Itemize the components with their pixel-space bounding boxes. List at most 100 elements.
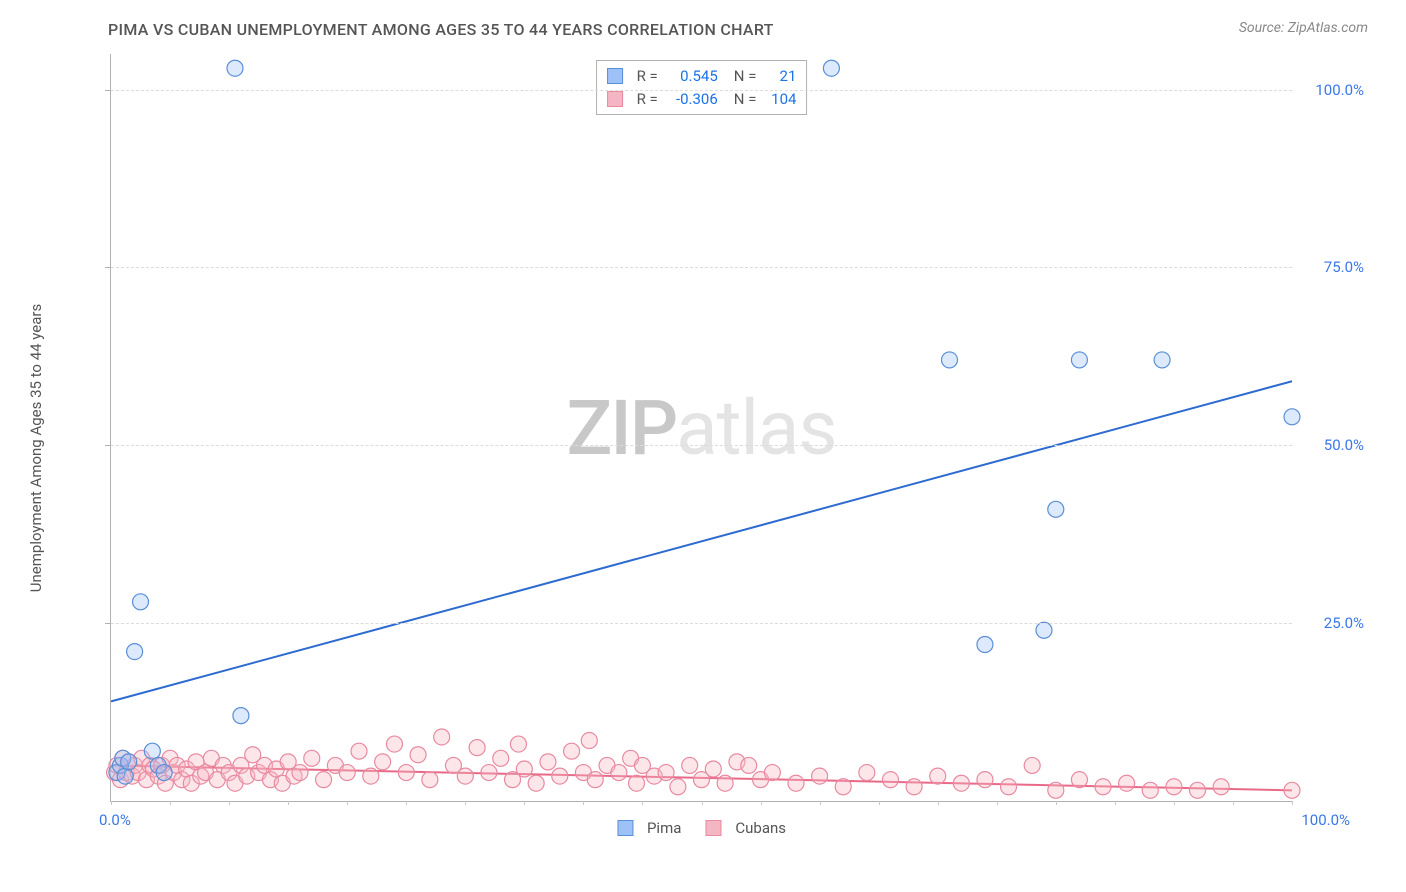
data-point-pima bbox=[144, 743, 160, 759]
legend-label-pima: Pima bbox=[647, 819, 681, 837]
data-point-pima bbox=[1036, 622, 1052, 638]
y-tick bbox=[105, 90, 111, 91]
data-point-cubans bbox=[1284, 782, 1300, 798]
data-point-cubans bbox=[540, 754, 556, 770]
source-attribution: Source: ZipAtlas.com bbox=[1239, 20, 1368, 36]
chart-title: PIMA VS CUBAN UNEMPLOYMENT AMONG AGES 35… bbox=[108, 20, 774, 39]
data-point-cubans bbox=[528, 775, 544, 791]
x-tick-minor bbox=[347, 801, 348, 805]
data-point-cubans bbox=[953, 775, 969, 791]
data-point-cubans bbox=[1119, 775, 1135, 791]
x-tick-label-left: 0.0% bbox=[99, 811, 131, 829]
data-point-cubans bbox=[339, 765, 355, 781]
data-point-cubans bbox=[977, 772, 993, 788]
x-tick-minor bbox=[1174, 801, 1175, 805]
data-point-cubans bbox=[386, 736, 402, 752]
data-point-pima bbox=[233, 708, 249, 724]
n-value-pima: 21 bbox=[760, 65, 796, 88]
data-point-cubans bbox=[741, 757, 757, 773]
r-value-cubans: -0.306 bbox=[662, 88, 718, 111]
gridline bbox=[111, 90, 1292, 91]
y-tick-label: 25.0% bbox=[1300, 614, 1364, 632]
x-tick-minor bbox=[1292, 801, 1293, 805]
data-point-cubans bbox=[611, 765, 627, 781]
data-point-cubans bbox=[670, 779, 686, 795]
x-tick-minor bbox=[879, 801, 880, 805]
stats-row-cubans: R = -0.306 N = 104 bbox=[607, 88, 797, 111]
data-point-pima bbox=[227, 60, 243, 76]
gridline bbox=[111, 445, 1292, 446]
data-point-pima bbox=[1154, 352, 1170, 368]
plot-container: Unemployment Among Ages 35 to 44 years Z… bbox=[56, 54, 1372, 842]
data-point-cubans bbox=[717, 775, 733, 791]
data-point-cubans bbox=[481, 765, 497, 781]
data-point-cubans bbox=[552, 768, 568, 784]
data-point-cubans bbox=[1001, 779, 1017, 795]
legend-item-cubans: Cubans bbox=[705, 819, 786, 837]
r-value-pima: 0.545 bbox=[662, 65, 718, 88]
data-point-cubans bbox=[1213, 779, 1229, 795]
data-point-pima bbox=[156, 765, 172, 781]
data-point-cubans bbox=[812, 768, 828, 784]
n-label: N = bbox=[734, 65, 757, 88]
data-point-pima bbox=[127, 644, 143, 660]
x-tick-minor bbox=[1233, 801, 1234, 805]
x-tick-minor bbox=[938, 801, 939, 805]
data-point-pima bbox=[117, 768, 133, 784]
data-point-pima bbox=[977, 636, 993, 652]
data-point-cubans bbox=[629, 775, 645, 791]
chart-svg bbox=[111, 54, 1292, 801]
x-tick-minor bbox=[1115, 801, 1116, 805]
data-point-cubans bbox=[1024, 757, 1040, 773]
data-point-cubans bbox=[434, 729, 450, 745]
data-point-pima bbox=[1284, 409, 1300, 425]
data-point-cubans bbox=[351, 743, 367, 759]
data-point-pima bbox=[1048, 501, 1064, 517]
data-point-pima bbox=[1071, 352, 1087, 368]
data-point-cubans bbox=[398, 765, 414, 781]
data-point-cubans bbox=[469, 740, 485, 756]
swatch-pima bbox=[607, 68, 623, 84]
data-point-cubans bbox=[564, 743, 580, 759]
y-tick-label: 75.0% bbox=[1300, 258, 1364, 276]
data-point-cubans bbox=[1190, 782, 1206, 798]
r-label: R = bbox=[637, 65, 658, 88]
n-label: N = bbox=[734, 88, 757, 111]
data-point-cubans bbox=[1095, 779, 1111, 795]
y-tick bbox=[105, 623, 111, 624]
data-point-cubans bbox=[292, 765, 308, 781]
swatch-cubans bbox=[607, 91, 623, 107]
x-tick-minor bbox=[170, 801, 171, 805]
data-point-cubans bbox=[363, 768, 379, 784]
legend-item-pima: Pima bbox=[617, 819, 681, 837]
data-point-cubans bbox=[882, 772, 898, 788]
data-point-cubans bbox=[835, 779, 851, 795]
data-point-cubans bbox=[516, 761, 532, 777]
x-tick-minor bbox=[229, 801, 230, 805]
x-tick-minor bbox=[997, 801, 998, 805]
chart-header: PIMA VS CUBAN UNEMPLOYMENT AMONG AGES 35… bbox=[0, 0, 1406, 39]
legend-bottom: Pima Cubans bbox=[617, 819, 786, 837]
data-point-cubans bbox=[658, 765, 674, 781]
data-point-cubans bbox=[1166, 779, 1182, 795]
data-point-cubans bbox=[705, 761, 721, 777]
data-point-cubans bbox=[493, 750, 509, 766]
x-tick-minor bbox=[820, 801, 821, 805]
data-point-cubans bbox=[316, 772, 332, 788]
x-tick-minor bbox=[406, 801, 407, 805]
data-point-pima bbox=[823, 60, 839, 76]
data-point-cubans bbox=[304, 750, 320, 766]
n-value-cubans: 104 bbox=[760, 88, 796, 111]
stats-legend-box: R = 0.545 N = 21 R = -0.306 N = 104 bbox=[596, 60, 808, 115]
data-point-cubans bbox=[587, 772, 603, 788]
data-point-cubans bbox=[906, 779, 922, 795]
x-tick-minor bbox=[111, 801, 112, 805]
data-point-cubans bbox=[1071, 772, 1087, 788]
data-point-cubans bbox=[930, 768, 946, 784]
data-point-cubans bbox=[410, 747, 426, 763]
stats-row-pima: R = 0.545 N = 21 bbox=[607, 65, 797, 88]
data-point-cubans bbox=[1048, 782, 1064, 798]
data-point-cubans bbox=[764, 765, 780, 781]
y-tick bbox=[105, 267, 111, 268]
x-tick-label-right: 100.0% bbox=[1301, 811, 1350, 829]
